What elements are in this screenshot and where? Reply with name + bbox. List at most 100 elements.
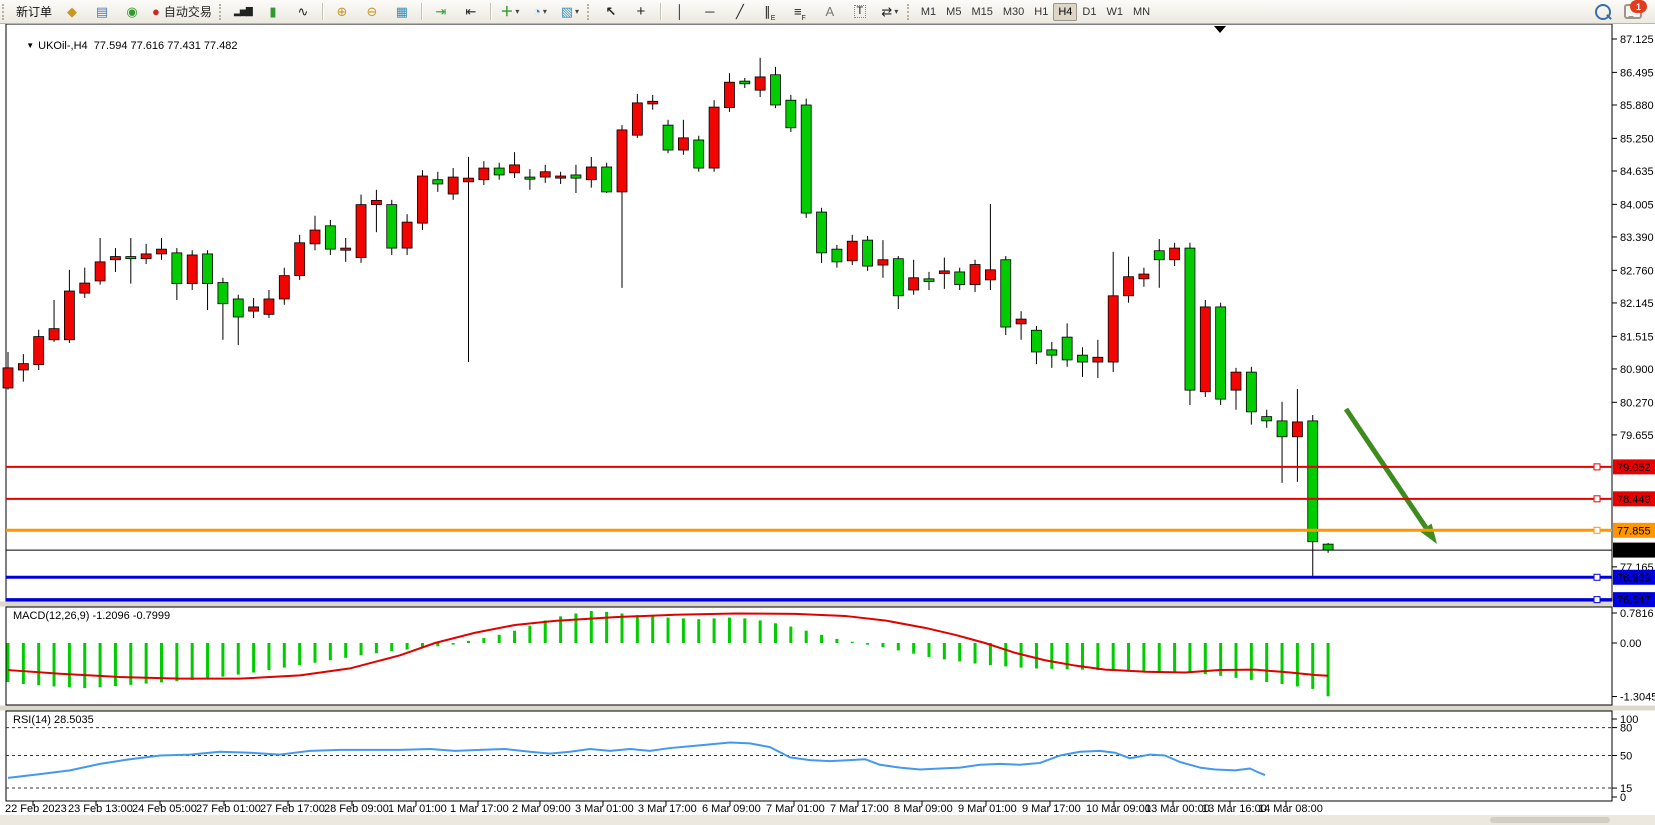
macd-bar [912,643,916,654]
text-tool-button[interactable]: A [816,1,844,23]
candle [1123,276,1134,297]
zoom-in-button[interactable]: ⊕ [328,1,356,23]
trend-arrow-head[interactable] [1420,523,1437,544]
price-line-label [1613,459,1655,475]
notifications-button[interactable]: 1 [1619,0,1647,23]
timeframe-h4-button[interactable]: H4 [1053,2,1078,21]
timeframe-m30-button[interactable]: M30 [1002,5,1025,18]
timeframe-m5-button[interactable]: M5 [946,5,962,18]
zoom-out-button[interactable]: ⊖ [358,1,386,23]
chevron-down-icon: ▾ [515,7,520,16]
time-tick-label: 14 Mar 08:00 [1258,803,1323,815]
macd-bar [1280,643,1284,684]
candle [877,259,889,266]
panel-splitter[interactable] [0,705,1655,711]
chart-shift-marker[interactable] [1214,26,1226,33]
price-tick-label: 80.900 [1620,364,1654,376]
candle [969,264,981,286]
new-order-button[interactable]: 新订单 [16,5,53,19]
timeframe-m1-button[interactable]: M1 [920,5,937,18]
trendline-tool-button[interactable]: ╱ [726,1,754,23]
cursor-tool-button[interactable]: ↖ [597,1,625,23]
candle [463,177,474,183]
toolbar-grip[interactable] [218,3,226,20]
bottom-scrollbar[interactable] [0,815,1655,825]
channel-tool-button[interactable]: ∥ E [756,1,784,23]
time-tick-label: 2 Mar 09:00 [512,803,571,815]
macd-bar [436,643,440,647]
toolbar-grip[interactable] [2,3,9,20]
navigator-button[interactable]: ◉ [118,1,146,23]
time-tick-label: 28 Feb 09:00 [324,803,389,815]
macd-bar [144,643,148,684]
macd-bar [236,643,240,675]
line-handle[interactable] [1593,526,1601,534]
text-label-icon: T [853,5,867,18]
horizontal-line-tool-button[interactable]: ─ [696,1,724,23]
macd-bar [497,634,501,643]
macd-signal-line [7,612,1329,680]
candle [33,336,45,366]
toolbar-grip[interactable] [906,3,914,20]
symbol-ohlc: 77.594 77.616 77.431 77.482 [93,40,238,52]
auto-trading-label: 自动交易 [163,5,212,19]
toolbar-separator [489,3,491,20]
trend-arrow-line[interactable] [1343,407,1428,529]
bar-chart-button[interactable]: ▂▅▇ [229,1,257,23]
text-label-tool-button[interactable]: T [846,1,874,23]
time-tick-label: 27 Feb 17:00 [260,803,325,815]
timeframe-m15-button[interactable]: M15 [971,5,993,18]
auto-scroll-button[interactable]: ⇥ [427,1,455,23]
timeframe-w1-button[interactable]: W1 [1106,5,1123,18]
toolbar-grip[interactable] [586,3,594,20]
zoom-out-icon: ⊖ [366,4,378,19]
arrows-tool-button[interactable]: ⇄ ▾ [876,1,904,23]
auto-trading-button[interactable]: ● 自动交易 [148,1,216,23]
data-window-button[interactable]: ▤ [88,1,116,23]
templates-button[interactable]: ▧ ▾ [556,1,584,23]
tile-windows-button[interactable]: ▦ [388,1,416,23]
price-line-label-text: 76.969 [1617,572,1651,584]
indicators-button[interactable]: ＋ ▾ [496,1,524,23]
chart-shift-icon: ⇤ [465,4,477,19]
macd-bar [1173,643,1177,673]
chart-shift-button[interactable]: ⇤ [457,1,485,23]
panel-splitter[interactable] [0,601,1655,607]
timeframe-mn-button[interactable]: MN [1132,5,1151,18]
macd-bar [252,643,256,673]
line-chart-button[interactable]: ∿ [289,1,317,23]
candlestick-chart-icon: ▮ [269,4,277,19]
vertical-line-tool-button[interactable]: │ [666,1,694,23]
search-button[interactable] [1589,1,1617,23]
candle [125,256,137,260]
crosshair-tool-button[interactable]: + [627,1,655,23]
line-handle[interactable] [1593,596,1601,604]
macd-bar [1004,643,1008,667]
line-handle[interactable] [1593,573,1601,581]
line-handle[interactable] [1593,463,1601,471]
fibonacci-tool-button[interactable]: ≡ F [786,1,814,23]
timeframe-h1-button[interactable]: H1 [1034,5,1049,18]
macd-bar [1050,643,1054,669]
line-handle[interactable] [1593,495,1601,503]
rsi-indicator-label: RSI(14) 28.5035 [13,714,94,726]
macd-bar [67,643,71,688]
macd-tick-label: 0.7816 [1620,608,1654,620]
macd-bar [651,616,655,643]
market-watch-button[interactable]: ◆ [58,1,86,23]
periods-button[interactable]: ◔ ▾ [526,1,554,23]
timeframe-d1-button[interactable]: D1 [1082,5,1097,18]
candle [186,254,198,284]
toolbar-separator [420,3,422,20]
price-tick-label: 82.760 [1620,265,1654,277]
symbol-dropdown-icon[interactable]: ▼ [26,41,35,50]
macd-bar [313,643,317,663]
candle [816,211,827,254]
candle [570,174,582,179]
macd-bar [113,643,117,687]
time-tick-label: 3 Mar 17:00 [638,803,697,815]
scrollbar-thumb[interactable] [1490,817,1610,823]
macd-bar [605,611,609,643]
symbol-name[interactable]: UKOil-,H4 [38,40,88,52]
candlestick-chart-button[interactable]: ▮ [259,1,287,23]
